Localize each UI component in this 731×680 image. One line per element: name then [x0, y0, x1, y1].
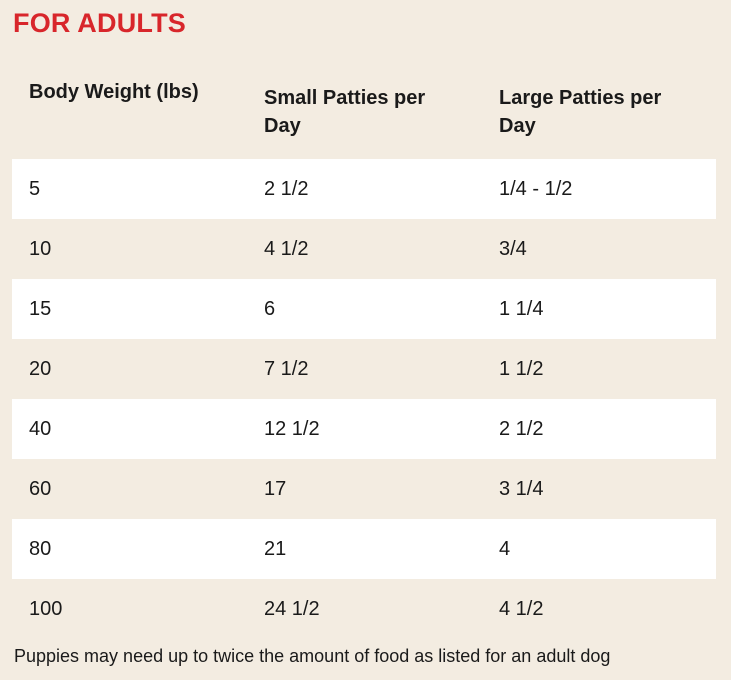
small-patties-cell: 21: [264, 537, 287, 560]
large-patties-cell: 4: [499, 537, 511, 560]
table-header-row: Body Weight (lbs) Small Patties per Day …: [12, 64, 716, 159]
table-row: 20 7 1/2 1 1/2: [12, 339, 716, 399]
table-row: 40 12 1/2 2 1/2: [12, 399, 716, 459]
body-weight-cell: 20: [29, 357, 52, 380]
footnote: Puppies may need up to twice the amount …: [14, 646, 611, 666]
small-patties-cell: 6: [264, 297, 276, 320]
small-patties-cell: 24 1/2: [264, 597, 320, 620]
small-patties-cell: 12 1/2: [264, 417, 320, 440]
large-patties-cell: 1 1/2: [499, 357, 544, 380]
small-patties-cell: 7 1/2: [264, 357, 309, 380]
table-row: 100 24 1/2 4 1/2: [12, 579, 716, 639]
body-weight-cell: 15: [29, 297, 52, 320]
column-header-large-patties: Large Patties per Day: [499, 86, 662, 137]
table-row: 15 6 1 1/4: [12, 279, 716, 339]
body-weight-cell: 40: [29, 417, 52, 440]
body-weight-cell: 5: [29, 177, 41, 200]
body-weight-cell: 100: [29, 597, 63, 620]
small-patties-cell: 2 1/2: [264, 177, 309, 200]
large-patties-cell: 3/4: [499, 237, 527, 260]
large-patties-cell: 1/4 - 1/2: [499, 177, 573, 200]
table-row: 5 2 1/2 1/4 - 1/2: [12, 159, 716, 219]
table-row: 10 4 1/2 3/4: [12, 219, 716, 279]
table-row: 60 17 3 1/4: [12, 459, 716, 519]
small-patties-cell: 17: [264, 477, 287, 500]
column-header-body-weight: Body Weight (lbs): [29, 81, 199, 103]
large-patties-cell: 2 1/2: [499, 417, 544, 440]
section-heading: FOR ADULTS: [13, 8, 186, 38]
small-patties-cell: 4 1/2: [264, 237, 309, 260]
large-patties-cell: 4 1/2: [499, 597, 544, 620]
column-header-small-patties: Small Patties per Day: [264, 86, 426, 137]
body-weight-cell: 10: [29, 237, 52, 260]
body-weight-cell: 60: [29, 477, 52, 500]
large-patties-cell: 1 1/4: [499, 297, 544, 320]
body-weight-cell: 80: [29, 537, 52, 560]
feeding-table: Body Weight (lbs) Small Patties per Day …: [12, 64, 716, 639]
table-row: 80 21 4: [12, 519, 716, 579]
large-patties-cell: 3 1/4: [499, 477, 544, 500]
